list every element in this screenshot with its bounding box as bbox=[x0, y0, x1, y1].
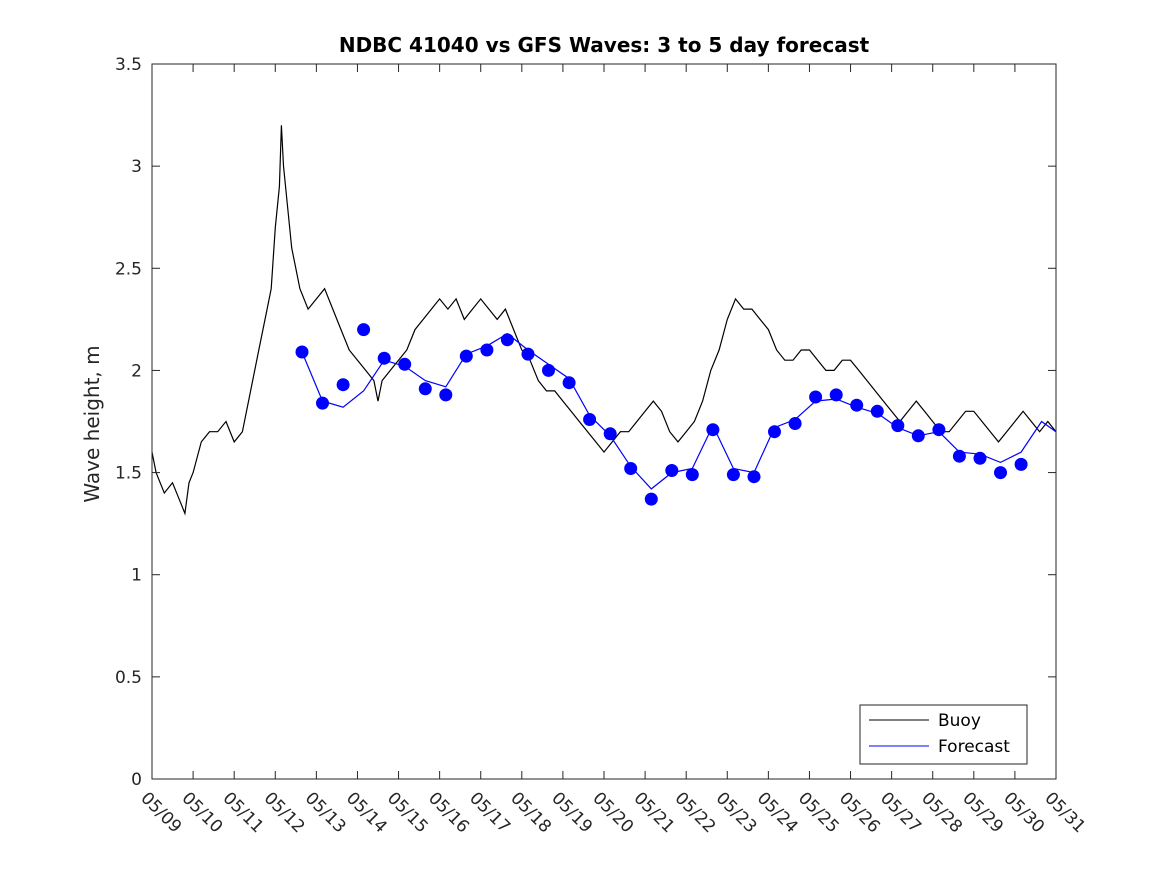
y-tick-label: 0.5 bbox=[115, 668, 142, 688]
forecast-marker bbox=[994, 466, 1007, 480]
forecast-marker bbox=[357, 323, 371, 337]
forecast-marker bbox=[747, 470, 761, 484]
forecast-marker bbox=[1014, 457, 1028, 471]
forecast-marker bbox=[685, 468, 699, 482]
forecast-marker bbox=[952, 449, 966, 463]
forecast-marker bbox=[500, 333, 514, 347]
y-tick-label: 1.5 bbox=[115, 464, 142, 484]
forecast-marker bbox=[418, 382, 432, 396]
y-tick-label: 2 bbox=[131, 361, 142, 381]
forecast-marker bbox=[726, 468, 740, 482]
forecast-marker bbox=[459, 349, 473, 363]
legend-buoy-label: Buoy bbox=[938, 711, 981, 731]
forecast-marker bbox=[603, 427, 617, 441]
forecast-marker bbox=[644, 492, 658, 506]
forecast-marker bbox=[850, 398, 864, 412]
forecast-marker bbox=[398, 357, 412, 371]
forecast-marker bbox=[891, 419, 905, 433]
legend-forecast-label: Forecast bbox=[938, 737, 1010, 757]
y-tick-label: 3.5 bbox=[115, 55, 142, 75]
y-tick-label: 2.5 bbox=[115, 259, 142, 279]
forecast-marker bbox=[706, 423, 720, 437]
y-axis-title: Wave height, m bbox=[80, 345, 104, 502]
plot-area bbox=[151, 125, 1057, 516]
y-tick-label: 3 bbox=[131, 157, 142, 177]
y-tick-label: 1 bbox=[131, 566, 142, 586]
forecast-marker bbox=[521, 347, 535, 361]
forecast-marker bbox=[562, 376, 576, 390]
forecast-marker bbox=[911, 429, 925, 443]
forecast-marker bbox=[788, 417, 802, 430]
forecast-marker bbox=[973, 451, 987, 465]
forecast-marker bbox=[295, 345, 309, 359]
forecast-marker bbox=[932, 423, 946, 437]
forecast-marker bbox=[768, 425, 781, 439]
forecast-marker bbox=[583, 413, 597, 426]
forecast-marker bbox=[542, 363, 555, 377]
forecast-marker bbox=[439, 388, 453, 402]
forecast-marker bbox=[624, 462, 638, 475]
forecast-marker bbox=[377, 351, 391, 365]
forecast-marker bbox=[316, 396, 329, 410]
forecast-marker bbox=[480, 343, 494, 357]
chart-title: NDBC 41040 vs GFS Waves: 3 to 5 day fore… bbox=[339, 33, 870, 57]
forecast-marker bbox=[829, 388, 843, 402]
legend-box bbox=[859, 704, 1028, 765]
forecast-marker bbox=[870, 404, 884, 418]
forecast-marker bbox=[665, 464, 679, 477]
forecast-marker bbox=[336, 378, 350, 392]
forecast-marker bbox=[809, 390, 823, 404]
legend: Buoy Forecast bbox=[859, 704, 1028, 765]
series-line-buoy bbox=[151, 125, 1057, 516]
y-tick-label: 0 bbox=[131, 770, 142, 790]
